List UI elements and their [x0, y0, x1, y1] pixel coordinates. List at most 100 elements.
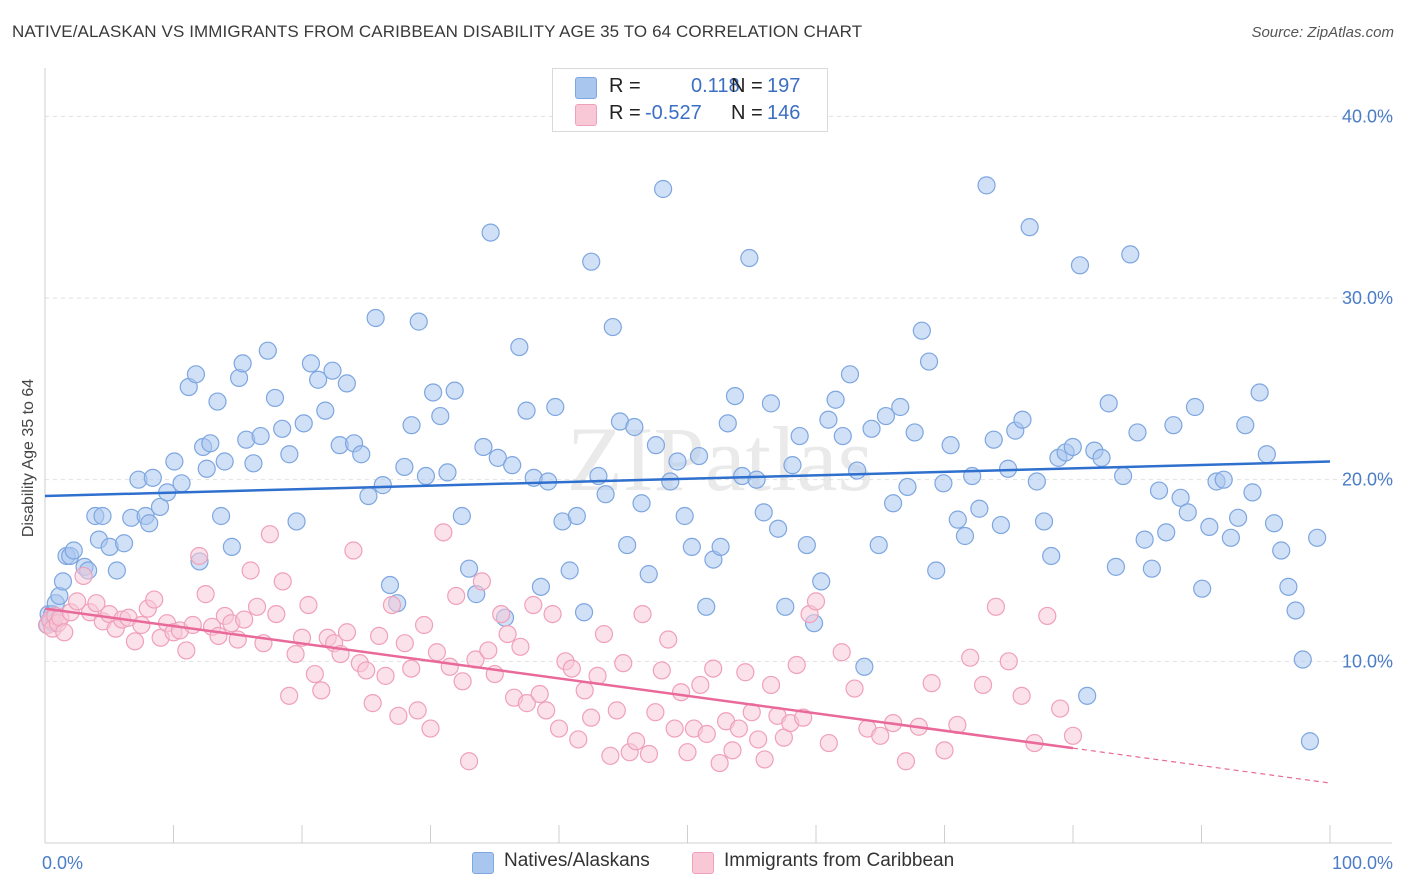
data-point — [479, 641, 498, 660]
legend-n-value: 146 — [767, 102, 801, 124]
data-point — [132, 615, 151, 635]
y-axis-label: Disability Age 35 to 64 — [20, 379, 37, 537]
data-point — [145, 590, 164, 609]
data-point — [819, 410, 838, 429]
legend-swatch-pink — [575, 104, 597, 126]
data-point — [862, 419, 881, 438]
data-point — [710, 753, 729, 773]
data-point — [68, 592, 87, 611]
data-point — [301, 354, 321, 373]
legend-label: Natives/Alaskans — [504, 850, 650, 871]
data-point — [445, 381, 464, 400]
data-point — [961, 648, 980, 667]
data-point — [395, 457, 414, 477]
data-point — [337, 623, 357, 642]
data-point — [1185, 397, 1205, 417]
data-point — [675, 506, 694, 526]
data-point — [639, 744, 659, 764]
data-point — [633, 604, 652, 624]
data-point — [718, 414, 737, 433]
data-point — [363, 694, 382, 713]
y-tick-label: 40.0% — [1342, 106, 1393, 126]
data-point — [389, 706, 408, 725]
data-point — [186, 365, 206, 384]
data-point — [871, 726, 890, 745]
data-point — [323, 361, 342, 380]
data-point — [574, 603, 594, 622]
data-point — [560, 561, 579, 580]
data-point — [919, 352, 939, 371]
data-point — [183, 615, 202, 635]
legend-n-label: N = — [731, 102, 763, 124]
data-point — [1250, 383, 1269, 402]
data-point — [754, 503, 773, 522]
data-point — [1013, 410, 1032, 429]
data-point — [671, 683, 691, 702]
data-point — [678, 743, 697, 762]
data-point — [273, 419, 292, 438]
data-point — [459, 752, 479, 771]
data-point — [1308, 528, 1327, 547]
data-point — [569, 730, 588, 749]
data-point — [93, 506, 112, 526]
data-point — [1128, 423, 1147, 442]
legend-n-label: N = — [731, 75, 763, 97]
y-tick-label: 10.0% — [1342, 651, 1393, 671]
data-point — [416, 466, 436, 486]
data-point — [927, 561, 946, 580]
data-point — [1236, 416, 1255, 435]
data-point — [1051, 699, 1070, 718]
data-point — [107, 561, 126, 580]
data-point — [492, 604, 511, 624]
trend-lines — [44, 460, 1331, 784]
data-point — [1038, 606, 1057, 626]
data-point — [1228, 508, 1248, 527]
data-point — [991, 515, 1011, 535]
data-point — [1286, 601, 1305, 620]
data-point — [626, 732, 646, 751]
stats-legend: R = 0.118 N = 197 R = -0.527 N = 146 — [552, 68, 828, 132]
axes — [44, 68, 1392, 844]
data-point — [1063, 437, 1082, 457]
data-point — [201, 434, 220, 453]
data-point — [481, 223, 500, 242]
data-point — [380, 575, 400, 595]
data-point — [869, 535, 888, 555]
data-point — [265, 388, 285, 408]
data-point — [177, 641, 196, 660]
data-point — [543, 604, 562, 624]
data-point — [1200, 517, 1219, 537]
data-point — [447, 586, 466, 606]
data-point — [1092, 448, 1111, 467]
data-point — [440, 657, 459, 676]
data-point — [761, 675, 781, 695]
data-point — [409, 312, 428, 331]
data-point — [826, 390, 845, 409]
data-point — [244, 454, 263, 473]
data-point — [668, 452, 687, 471]
data-point — [601, 746, 620, 765]
data-point — [260, 525, 279, 544]
data-point — [209, 626, 228, 646]
data-point — [973, 675, 993, 695]
data-point — [1149, 481, 1169, 500]
legend-swatch-blue — [575, 77, 597, 99]
data-point — [806, 592, 826, 611]
legend-r-label: R = — [609, 75, 641, 97]
data-point — [309, 370, 328, 389]
data-point — [1027, 472, 1046, 491]
trend-line — [44, 460, 1331, 498]
data-point — [797, 535, 816, 555]
data-point — [511, 637, 530, 656]
data-point — [337, 374, 356, 393]
data-point — [382, 595, 402, 615]
data-point — [970, 499, 989, 518]
data-point — [891, 397, 910, 417]
data-point — [531, 577, 551, 596]
data-point — [258, 341, 277, 360]
data-point — [517, 401, 536, 420]
data-point — [395, 634, 414, 653]
data-point — [247, 597, 267, 616]
data-point — [723, 741, 742, 760]
